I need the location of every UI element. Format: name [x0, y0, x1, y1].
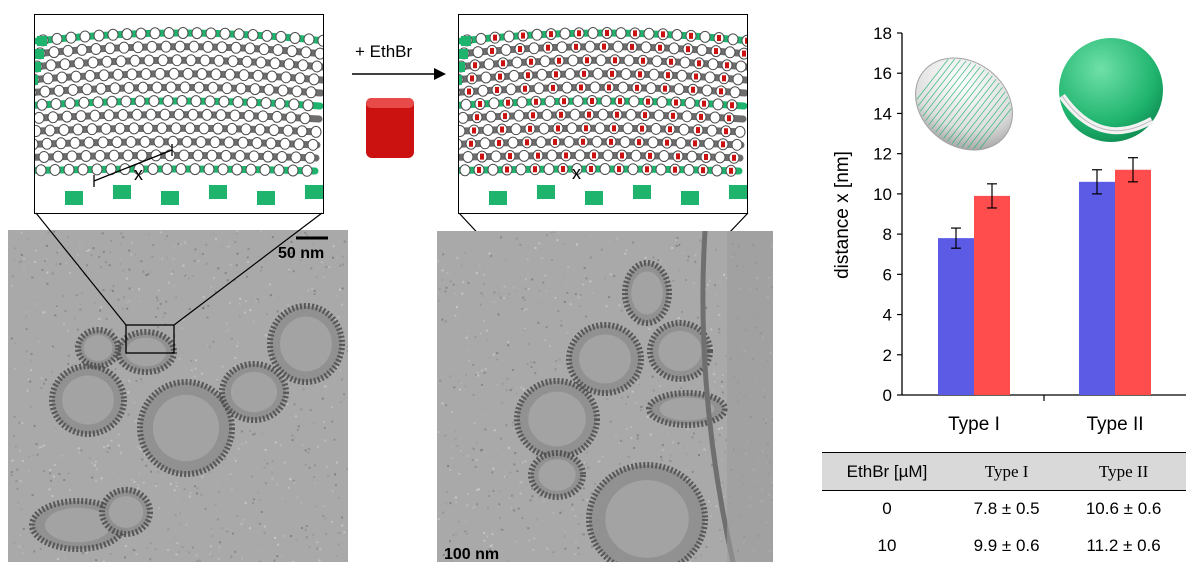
table-cell: 10	[877, 536, 897, 555]
table-row: 10 9.9 ± 0.6 11.2 ± 0.6	[822, 528, 1186, 562]
table-cell: 11.2 ± 0.6	[1086, 536, 1161, 555]
bar	[1079, 181, 1115, 395]
table-header-ethbr: EthBr [µM]	[822, 452, 952, 491]
table-header-row: EthBr [µM] Type I Type II	[822, 452, 1186, 491]
right-cryo-em-image	[437, 231, 773, 562]
x-category-label: Type II	[1086, 414, 1143, 435]
y-tick-label: 4	[883, 306, 892, 325]
bar	[1115, 169, 1151, 395]
right-scale-bar-label: 100 nm	[444, 546, 500, 562]
y-tick-label: 14	[873, 104, 892, 123]
table-cell: 9.9 ± 0.6	[973, 536, 1040, 555]
x-category-label: Type I	[948, 414, 1000, 435]
left-dna-model-svg	[35, 15, 323, 213]
reaction-arrow-head-icon	[434, 68, 446, 80]
left-distance-label: x	[134, 164, 143, 184]
chart-bars	[938, 157, 1151, 395]
table-cell: 7.8 ± 0.5	[973, 499, 1040, 519]
table-cell: 10.6 ± 0.6	[1085, 499, 1162, 519]
y-axis-title: distance x [nm]	[832, 151, 853, 279]
table-cell: 0	[882, 499, 892, 519]
y-tick-label: 2	[883, 346, 892, 365]
type-1-vesicle-icon	[915, 57, 1013, 151]
y-tick-label: 8	[883, 225, 892, 244]
distance-bar-chart: 0 2 4 6 8 10 12 14 16 18 Type I Type II distance x …	[832, 24, 1186, 435]
y-tick-label: 16	[873, 64, 892, 83]
bar	[974, 195, 1010, 395]
y-tick-label: 12	[873, 145, 892, 164]
ethbr-molecule-highlight	[366, 98, 414, 108]
table-header-type-2: Type II	[1061, 452, 1186, 491]
type-2-vesicle-icon	[1059, 38, 1163, 142]
right-distance-label: x	[572, 163, 581, 183]
right-dna-model-render	[458, 14, 748, 214]
y-tick-label: 0	[883, 386, 892, 405]
y-tick-label: 18	[873, 24, 892, 43]
ethbr-arrow-label: + EthBr	[355, 42, 413, 61]
left-dna-model-render	[34, 14, 324, 214]
table-header-type-1: Type I	[952, 452, 1062, 491]
y-tick-label: 6	[883, 265, 892, 284]
left-scale-bar-label: 50 nm	[278, 245, 325, 262]
left-cryo-em-image	[8, 230, 348, 562]
bar	[938, 238, 974, 395]
ethbr-molecule-icon	[366, 98, 414, 158]
chart-axes: 0 2 4 6 8 10 12 14 16 18 Type I Type II	[873, 24, 1186, 435]
left-em-texture	[8, 230, 348, 562]
right-dna-model-svg	[459, 15, 747, 213]
table-row: 0 7.8 ± 0.5 10.6 ± 0.6	[822, 491, 1186, 528]
distance-data-table: EthBr [µM] Type I Type II 0 7.8 ± 0.5 10…	[822, 452, 1186, 562]
right-em-texture	[437, 231, 773, 562]
y-tick-label: 10	[873, 185, 892, 204]
